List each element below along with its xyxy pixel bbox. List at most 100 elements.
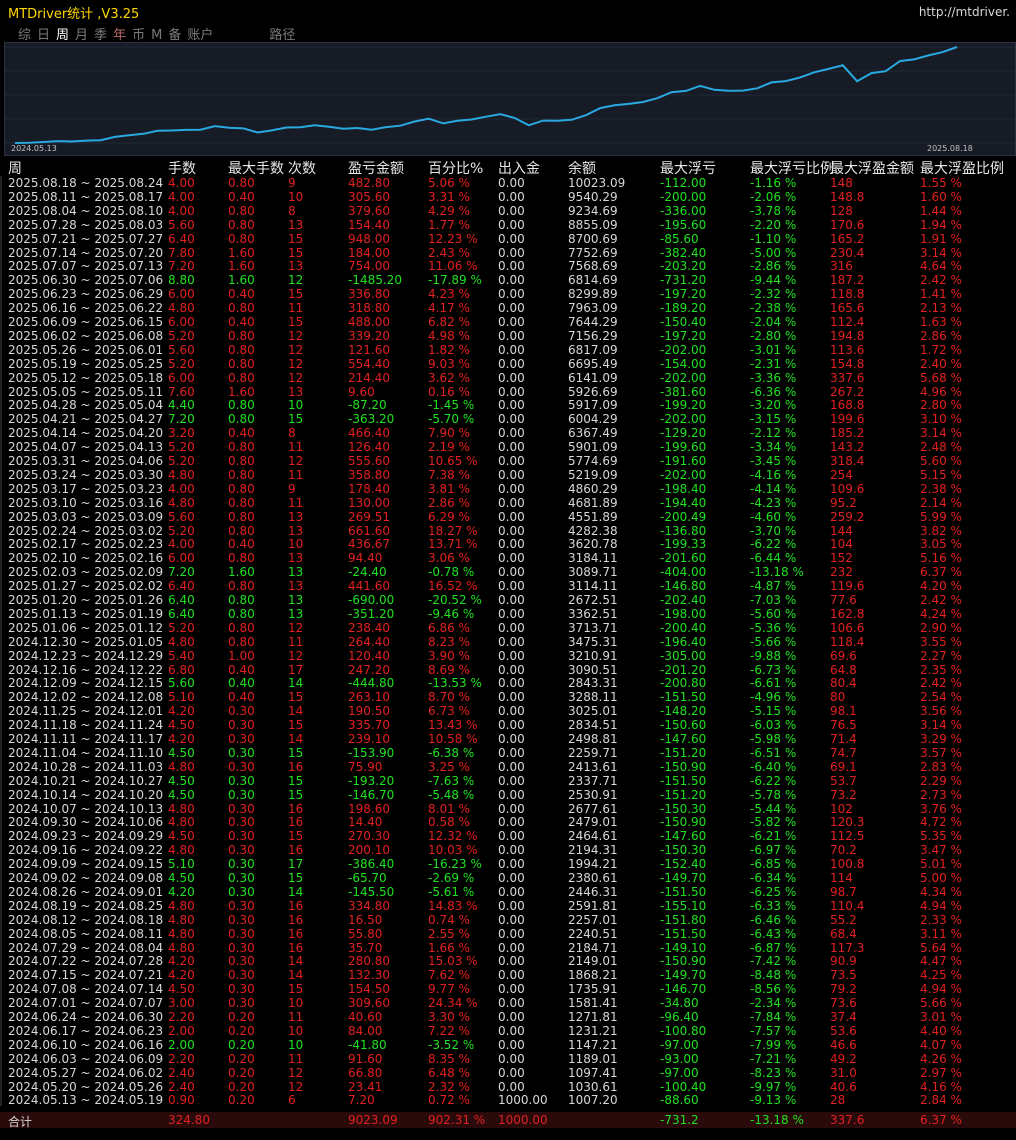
tab-6[interactable]: 币 bbox=[132, 28, 146, 43]
cell-次数: 15 bbox=[288, 412, 304, 427]
cell-最大浮盈比例: 2.40 % bbox=[920, 356, 962, 371]
header-10[interactable]: 最大浮盈金额 bbox=[830, 161, 914, 177]
website-link[interactable]: http://mtdriver. bbox=[918, 5, 1010, 19]
cell-余额: 3362.51 bbox=[568, 606, 618, 621]
cell-盈亏金额: 7.20 bbox=[348, 1093, 375, 1108]
tab-2[interactable]: 周 bbox=[56, 28, 70, 43]
tab-5[interactable]: 年 bbox=[113, 28, 127, 43]
cell-周: 2024.10.21 ~ 2024.10.27 bbox=[8, 773, 164, 788]
cell-次数: 8 bbox=[288, 426, 296, 441]
cell-次数: 10 bbox=[288, 1037, 304, 1052]
cell-百分比%: -6.38 % bbox=[428, 745, 475, 760]
cell-最大浮亏: -201.60 bbox=[660, 551, 707, 566]
cell-最大手数: 0.20 bbox=[228, 1010, 255, 1024]
cell-次数: 13 bbox=[288, 217, 304, 232]
cell-余额: 1097.41 bbox=[568, 1065, 618, 1080]
cell-最大浮盈金额: 185.2 bbox=[830, 426, 865, 441]
tab-4[interactable]: 季 bbox=[94, 28, 108, 43]
header-1[interactable]: 手数 bbox=[168, 161, 196, 177]
cell-最大浮盈金额: 112.4 bbox=[830, 315, 865, 329]
cell-最大浮亏比例: -1.10 % bbox=[750, 231, 797, 246]
cell-最大浮亏: -200.00 bbox=[660, 189, 707, 204]
tab-0[interactable]: 综 bbox=[18, 28, 32, 43]
header-4[interactable]: 盈亏金额 bbox=[348, 161, 404, 177]
cell-手数: 5.20 bbox=[168, 620, 195, 635]
cell-最大手数: 0.30 bbox=[228, 857, 255, 872]
cell-最大浮盈金额: 112.5 bbox=[830, 829, 865, 844]
cell-最大浮盈金额: 259.2 bbox=[830, 509, 865, 524]
cell-手数: 7.20 bbox=[168, 412, 195, 427]
header-6[interactable]: 出入金 bbox=[498, 161, 540, 177]
cell-百分比%: 4.23 % bbox=[428, 287, 470, 302]
cell-最大浮盈金额: 232 bbox=[830, 565, 853, 580]
cell-最大浮亏: -150.60 bbox=[660, 718, 707, 733]
cell-出入金: 0.00 bbox=[498, 481, 525, 496]
cell-最大浮亏比例: -6.97 % bbox=[750, 843, 797, 858]
cell-次数: 6 bbox=[288, 1093, 296, 1108]
cell-手数: 6.40 bbox=[168, 593, 195, 607]
header-3[interactable]: 次数 bbox=[288, 161, 316, 177]
cell-盈亏金额: 554.40 bbox=[348, 356, 390, 371]
cell-百分比%: 4.29 % bbox=[428, 203, 470, 218]
tab-10[interactable]: 路径 bbox=[269, 28, 296, 43]
cell-次数: 12 bbox=[288, 342, 304, 357]
cell-最大浮亏比例: -2.04 % bbox=[750, 315, 797, 329]
cell-最大浮亏: -149.70 bbox=[660, 871, 707, 885]
cell-最大手数: 0.40 bbox=[228, 676, 255, 691]
cell-最大浮盈金额: 77.6 bbox=[830, 593, 857, 607]
balance-chart: 2024.05.13 2025.08.18 bbox=[4, 42, 1016, 156]
cell-余额: 2184.71 bbox=[568, 940, 618, 955]
cell-手数: 5.60 bbox=[168, 676, 195, 691]
header-11[interactable]: 最大浮盈比例 bbox=[920, 161, 1004, 177]
cell-手数: 4.00 bbox=[168, 537, 195, 552]
cell-出入金: 0.00 bbox=[498, 1065, 525, 1080]
header-5[interactable]: 百分比% bbox=[428, 161, 484, 177]
header-9[interactable]: 最大浮亏比例 bbox=[750, 161, 834, 177]
cell-周: 2025.06.30 ~ 2025.07.06 bbox=[8, 273, 164, 288]
cell-最大浮亏: -195.60 bbox=[660, 217, 707, 232]
tab-8[interactable]: 备 bbox=[168, 28, 182, 43]
cell-最大浮盈金额: 40.6 bbox=[830, 1079, 857, 1094]
tab-9[interactable]: 账户 bbox=[187, 28, 214, 43]
cell-出入金: 0.00 bbox=[498, 620, 525, 635]
cell-最大手数: 0.40 bbox=[228, 315, 255, 329]
cell-最大浮亏: -381.60 bbox=[660, 384, 707, 399]
cell-手数: 4.50 bbox=[168, 745, 195, 760]
cell-周: 2024.10.28 ~ 2024.11.03 bbox=[8, 759, 164, 774]
cell-出入金: 0.00 bbox=[498, 912, 525, 927]
cell-最大浮亏: -100.80 bbox=[660, 1023, 707, 1038]
cell-最大手数: 0.80 bbox=[228, 440, 255, 455]
cell-最大浮盈比例: 2.48 % bbox=[920, 440, 962, 455]
cell-手数: 3.00 bbox=[168, 996, 195, 1011]
cell-周: 2025.07.28 ~ 2025.08.03 bbox=[8, 217, 164, 232]
cell-周: 2025.08.11 ~ 2025.08.17 bbox=[8, 189, 164, 204]
tab-1[interactable]: 日 bbox=[37, 28, 51, 43]
cell-最大浮亏: -155.10 bbox=[660, 898, 707, 913]
cell-最大浮盈金额: 152 bbox=[830, 551, 853, 566]
cell-百分比%: 13.43 % bbox=[428, 718, 478, 733]
cell-百分比%: 9.03 % bbox=[428, 356, 470, 371]
header-7[interactable]: 余额 bbox=[568, 161, 596, 177]
cell-最大手数: 0.30 bbox=[228, 801, 255, 816]
cell-手数: 2.20 bbox=[168, 1010, 195, 1024]
cell-盈亏金额: -690.00 bbox=[348, 593, 395, 607]
cell-次数: 14 bbox=[288, 704, 304, 719]
cell-余额: 3713.71 bbox=[568, 620, 618, 635]
cell-最大浮亏: -197.20 bbox=[660, 328, 707, 343]
cell-最大浮亏: -731.20 bbox=[660, 273, 707, 288]
header-2[interactable]: 最大手数 bbox=[228, 161, 284, 177]
cell-最大浮亏: -202.00 bbox=[660, 412, 707, 427]
cell-最大手数: 0.80 bbox=[228, 454, 255, 468]
cell-周: 2024.11.25 ~ 2024.12.01 bbox=[8, 704, 164, 719]
cell-出入金: 0.00 bbox=[498, 676, 525, 691]
left-scrollbar[interactable] bbox=[0, 176, 2, 1106]
tab-3[interactable]: 月 bbox=[75, 28, 89, 43]
header-8[interactable]: 最大浮亏 bbox=[660, 161, 716, 177]
header-0[interactable]: 周 bbox=[8, 161, 22, 177]
tab-7[interactable]: M bbox=[151, 28, 163, 43]
cell-百分比%: 3.06 % bbox=[428, 551, 470, 566]
cell-出入金: 0.00 bbox=[498, 745, 525, 760]
cell-最大浮亏比例: -3.34 % bbox=[750, 440, 797, 455]
cell-次数: 9 bbox=[288, 176, 296, 190]
cell-余额: 1189.01 bbox=[568, 1051, 618, 1066]
